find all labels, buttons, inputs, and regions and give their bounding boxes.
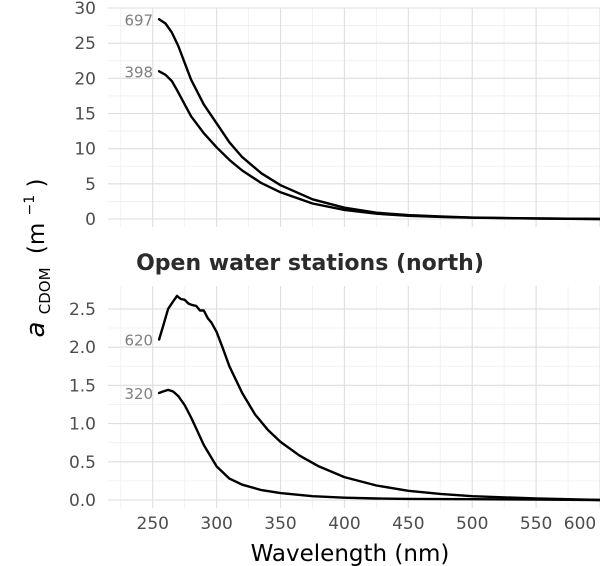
y-tick-label: 0.0 (69, 491, 96, 511)
series-label-620: 620 (124, 332, 153, 350)
panel-top: 697 398 0 5 10 15 20 25 30 (74, 0, 600, 230)
y-tick-label: 10 (74, 140, 96, 160)
series-label-697: 697 (124, 11, 153, 29)
x-tick-label: 600 (564, 514, 596, 534)
panel-top-grid (108, 7, 600, 227)
y-tick-label: 2.5 (69, 300, 96, 320)
y-axis-title-unit-superscript: −1 (22, 195, 38, 216)
series-line-620 (157, 294, 600, 502)
series-label-398: 398 (124, 63, 153, 81)
panel-bottom-grid (108, 286, 600, 508)
x-tick-label: 550 (520, 514, 552, 534)
y-tick-label: 0.5 (69, 453, 96, 473)
y-tick-label: 30 (74, 0, 96, 19)
y-tick-label: 15 (74, 105, 96, 125)
panel-bottom: 620 320 0.0 0.5 1.0 1.5 2.0 2.5 (69, 286, 600, 511)
y-axis-title-unit-close: ) (24, 179, 50, 188)
y-tick-label: 2.0 (69, 338, 96, 358)
y-tick-label: 20 (74, 69, 96, 89)
series-line-697 (157, 18, 600, 221)
series-line-320 (157, 388, 600, 502)
x-tick-label: 350 (264, 514, 296, 534)
y-tick-label: 0 (85, 210, 96, 230)
y-tick-label: 1.0 (69, 415, 96, 435)
y-axis-title: a CDOM (m −1 ) (14, 179, 56, 338)
x-tick-label: 400 (328, 514, 360, 534)
y-axis-title-symbol: a (21, 322, 51, 338)
panel-bottom-y-ticks: 0.0 0.5 1.0 1.5 2.0 2.5 (69, 300, 96, 511)
series-line-398 (157, 70, 600, 221)
y-tick-label: 1.5 (69, 376, 96, 396)
y-axis-title-unit-open: (m (24, 223, 50, 254)
x-tick-label: 250 (137, 514, 169, 534)
series-label-320: 320 (124, 385, 153, 403)
y-tick-label: 5 (85, 175, 96, 195)
x-tick-label: 500 (456, 514, 488, 534)
panel-top-y-ticks: 0 5 10 15 20 25 30 (74, 0, 96, 230)
panel-bottom-series: 620 320 (124, 294, 600, 502)
x-tick-label: 300 (200, 514, 232, 534)
y-tick-label: 25 (74, 34, 96, 54)
x-tick-label: 450 (392, 514, 424, 534)
panel-top-series: 697 398 (124, 11, 600, 221)
panel-title: Open water stations (north) (136, 251, 484, 276)
y-axis-title-subscript: CDOM (36, 267, 54, 314)
x-axis-title: Wavelength (nm) (251, 541, 450, 566)
x-axis-ticks: 250 300 350 400 450 500 550 600 (137, 514, 597, 534)
